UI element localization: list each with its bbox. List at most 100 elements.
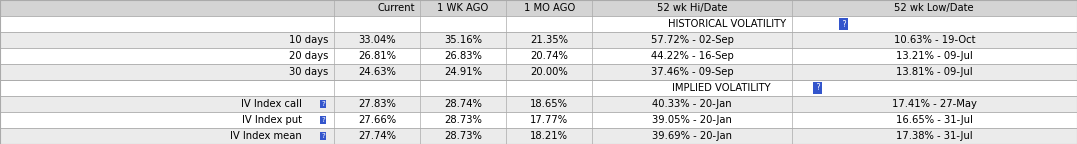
- Bar: [0, 32, 334, 48]
- Text: 18.65%: 18.65%: [530, 99, 569, 109]
- Text: 17.41% - 27-May: 17.41% - 27-May: [892, 99, 977, 109]
- Bar: [592, 32, 792, 48]
- Text: 18.21%: 18.21%: [530, 131, 569, 141]
- Bar: [334, 16, 420, 32]
- Text: 24.63%: 24.63%: [358, 67, 396, 77]
- Bar: [592, 48, 792, 64]
- Bar: [334, 48, 420, 64]
- Bar: [0, 112, 334, 128]
- Bar: [792, 48, 1077, 64]
- Text: 16.65% - 31-Jul: 16.65% - 31-Jul: [896, 115, 973, 125]
- Bar: [506, 80, 592, 96]
- Text: ?: ?: [321, 117, 325, 123]
- Text: ?: ?: [814, 84, 821, 92]
- Bar: [0, 16, 334, 32]
- Bar: [592, 0, 792, 16]
- Bar: [420, 64, 506, 80]
- Bar: [334, 32, 420, 48]
- Bar: [420, 96, 506, 112]
- Bar: [0, 96, 334, 112]
- Text: 37.46% - 09-Sep: 37.46% - 09-Sep: [651, 67, 733, 77]
- Text: 20.00%: 20.00%: [530, 67, 569, 77]
- Text: 52 wk Hi/Date: 52 wk Hi/Date: [657, 3, 727, 13]
- Bar: [506, 112, 592, 128]
- Bar: [420, 32, 506, 48]
- Text: 27.74%: 27.74%: [358, 131, 396, 141]
- Text: 13.81% - 09-Jul: 13.81% - 09-Jul: [896, 67, 973, 77]
- Bar: [506, 32, 592, 48]
- Text: 28.73%: 28.73%: [444, 131, 482, 141]
- Bar: [792, 128, 1077, 144]
- Text: 26.83%: 26.83%: [444, 51, 482, 61]
- Bar: [420, 48, 506, 64]
- Text: 33.04%: 33.04%: [359, 35, 395, 45]
- Text: 13.21% - 09-Jul: 13.21% - 09-Jul: [896, 51, 973, 61]
- Text: 26.81%: 26.81%: [358, 51, 396, 61]
- Bar: [506, 96, 592, 112]
- Bar: [592, 112, 792, 128]
- Bar: [0, 48, 334, 64]
- Bar: [792, 112, 1077, 128]
- Text: 24.91%: 24.91%: [444, 67, 482, 77]
- Text: 52 wk Low/Date: 52 wk Low/Date: [895, 3, 974, 13]
- Bar: [420, 112, 506, 128]
- Text: ?: ?: [321, 101, 325, 107]
- Bar: [792, 96, 1077, 112]
- Text: IV Index put: IV Index put: [241, 115, 302, 125]
- Text: 57.72% - 02-Sep: 57.72% - 02-Sep: [651, 35, 733, 45]
- Text: 39.69% - 20-Jan: 39.69% - 20-Jan: [652, 131, 732, 141]
- Bar: [792, 32, 1077, 48]
- Text: 17.38% - 31-Jul: 17.38% - 31-Jul: [896, 131, 973, 141]
- Text: 27.83%: 27.83%: [358, 99, 396, 109]
- Text: 21.35%: 21.35%: [530, 35, 569, 45]
- Text: 40.33% - 20-Jan: 40.33% - 20-Jan: [653, 99, 731, 109]
- Bar: [334, 128, 420, 144]
- Bar: [506, 16, 592, 32]
- Bar: [420, 0, 506, 16]
- Bar: [506, 0, 592, 16]
- Bar: [420, 80, 506, 96]
- Bar: [592, 64, 792, 80]
- Bar: [792, 80, 1077, 96]
- Text: 20 days: 20 days: [289, 51, 328, 61]
- Bar: [792, 0, 1077, 16]
- Text: ?: ?: [321, 133, 325, 139]
- Bar: [0, 80, 334, 96]
- Bar: [592, 80, 792, 96]
- Text: 10 days: 10 days: [289, 35, 328, 45]
- Bar: [592, 16, 792, 32]
- Text: ?: ?: [840, 19, 847, 29]
- Bar: [792, 64, 1077, 80]
- Bar: [592, 128, 792, 144]
- Text: 20.74%: 20.74%: [530, 51, 569, 61]
- Text: 44.22% - 16-Sep: 44.22% - 16-Sep: [651, 51, 733, 61]
- Text: IV Index mean: IV Index mean: [229, 131, 302, 141]
- Bar: [506, 48, 592, 64]
- Text: HISTORICAL VOLATILITY: HISTORICAL VOLATILITY: [668, 19, 786, 29]
- Text: 28.73%: 28.73%: [444, 115, 482, 125]
- Text: 39.05% - 20-Jan: 39.05% - 20-Jan: [652, 115, 732, 125]
- Bar: [506, 128, 592, 144]
- Bar: [0, 64, 334, 80]
- Bar: [420, 16, 506, 32]
- Text: IMPLIED VOLATILITY: IMPLIED VOLATILITY: [672, 83, 771, 93]
- Bar: [0, 128, 334, 144]
- Bar: [334, 0, 420, 16]
- Bar: [334, 64, 420, 80]
- Text: IV Index call: IV Index call: [240, 99, 302, 109]
- Text: 35.16%: 35.16%: [444, 35, 482, 45]
- Text: 1 MO AGO: 1 MO AGO: [523, 3, 575, 13]
- Bar: [506, 64, 592, 80]
- Text: 17.77%: 17.77%: [530, 115, 569, 125]
- Text: Current: Current: [377, 3, 415, 13]
- Text: 27.66%: 27.66%: [358, 115, 396, 125]
- Text: 1 WK AGO: 1 WK AGO: [437, 3, 489, 13]
- Bar: [334, 112, 420, 128]
- Bar: [334, 96, 420, 112]
- Bar: [792, 16, 1077, 32]
- Bar: [0, 0, 334, 16]
- Text: 10.63% - 19-Oct: 10.63% - 19-Oct: [894, 35, 975, 45]
- Bar: [592, 96, 792, 112]
- Bar: [420, 128, 506, 144]
- Text: 28.74%: 28.74%: [444, 99, 482, 109]
